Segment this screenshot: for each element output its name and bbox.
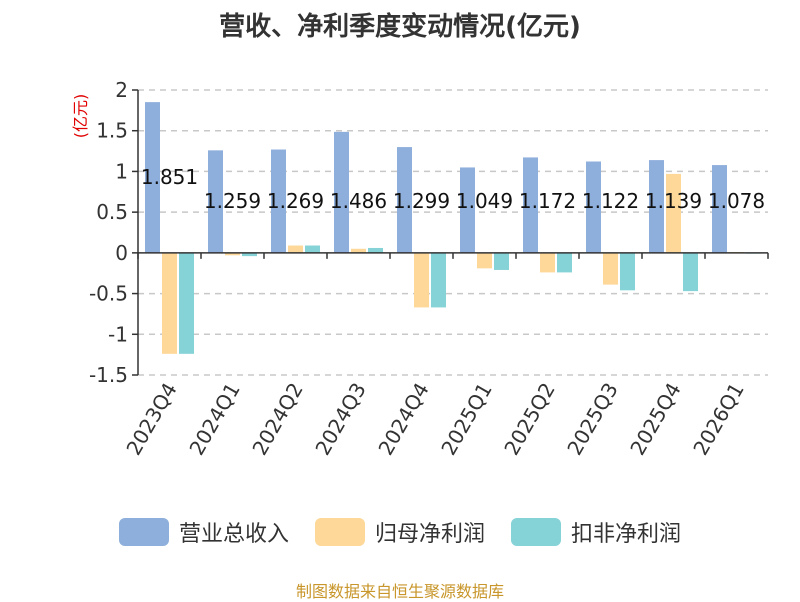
x-tick-label: 2025Q3 bbox=[562, 379, 622, 460]
bar-revenue bbox=[649, 160, 664, 253]
y-tick-label: -0.5 bbox=[89, 282, 128, 306]
bar-net-profit bbox=[414, 252, 429, 308]
bar-revenue bbox=[712, 165, 727, 253]
data-label: 1.078 bbox=[708, 189, 765, 213]
bar-revenue bbox=[523, 157, 538, 253]
bar-deducted-profit bbox=[494, 252, 509, 270]
bar-deducted-profit bbox=[305, 245, 320, 253]
legend-swatch-net-profit bbox=[314, 518, 365, 546]
x-tick-label: 2024Q2 bbox=[247, 379, 307, 460]
bar-net-profit bbox=[666, 173, 681, 253]
bar-deducted-profit bbox=[620, 252, 635, 291]
bar-deducted-profit bbox=[431, 252, 446, 308]
bar-deducted-profit bbox=[368, 247, 383, 253]
source-footer: 制图数据来自恒生聚源数据库 bbox=[295, 582, 504, 601]
bar-revenue bbox=[586, 161, 601, 253]
legend-swatch-revenue bbox=[118, 518, 169, 546]
y-tick-label: -1.5 bbox=[89, 363, 128, 387]
legend-label-revenue: 营业总收入 bbox=[178, 522, 289, 547]
data-label: 1.486 bbox=[330, 189, 387, 213]
data-label: 1.049 bbox=[456, 189, 513, 213]
legend-item-deducted-profit[interactable]: 扣非净利润 bbox=[511, 516, 681, 548]
bar-deducted-profit bbox=[179, 252, 194, 354]
chart-title: 营收、净利季度变动情况(亿元) bbox=[219, 12, 581, 42]
bar-revenue bbox=[271, 149, 286, 253]
bar-revenue bbox=[145, 102, 160, 253]
y-tick-label: -1 bbox=[108, 322, 128, 346]
bar-deducted-profit bbox=[242, 252, 257, 257]
x-tick-label: 2024Q4 bbox=[373, 379, 433, 460]
bar-net-profit bbox=[351, 248, 366, 253]
bar-net-profit bbox=[162, 252, 177, 354]
bar-net-profit bbox=[540, 252, 555, 273]
bar-net-profit bbox=[603, 252, 618, 285]
legend-item-revenue[interactable]: 营业总收入 bbox=[118, 516, 289, 548]
bar-net-profit bbox=[288, 245, 303, 253]
x-tick-label: 2026Q1 bbox=[688, 379, 748, 460]
legend-label-deducted-profit: 扣非净利润 bbox=[571, 522, 682, 547]
y-tick-label: 1.5 bbox=[96, 119, 128, 143]
bar-revenue bbox=[208, 150, 223, 253]
y-tick-label: 0.5 bbox=[96, 200, 128, 224]
bar-revenue bbox=[460, 167, 475, 253]
legend-label-net-profit: 归母净利润 bbox=[374, 522, 485, 547]
x-tick-label: 2025Q2 bbox=[499, 379, 559, 460]
bar-net-profit bbox=[477, 252, 492, 269]
y-tick-label: 1 bbox=[115, 159, 128, 183]
bar-revenue bbox=[334, 131, 349, 253]
bar-deducted-profit bbox=[557, 252, 572, 273]
legend-item-net-profit[interactable]: 归母净利润 bbox=[314, 516, 485, 548]
legend-swatch-deducted-profit bbox=[511, 518, 561, 546]
x-tick-label: 2024Q3 bbox=[310, 379, 370, 460]
data-label: 1.172 bbox=[519, 189, 576, 213]
y-axis-label: (亿元) bbox=[71, 94, 90, 139]
y-tick-label: 2 bbox=[115, 78, 128, 102]
data-label: 1.851 bbox=[141, 165, 198, 189]
bar-revenue bbox=[397, 147, 412, 253]
legend: 营业总收入 归母净利润 扣非净利润 bbox=[0, 516, 800, 548]
data-label: 1.299 bbox=[393, 189, 450, 213]
x-tick-label: 2025Q1 bbox=[436, 379, 496, 460]
data-label: 1.269 bbox=[267, 189, 324, 213]
x-tick-label: 2023Q4 bbox=[121, 379, 181, 460]
bar-deducted-profit bbox=[683, 252, 698, 292]
x-tick-label: 2024Q1 bbox=[184, 379, 244, 460]
x-tick-label: 2025Q4 bbox=[625, 379, 685, 460]
data-label: 1.139 bbox=[645, 189, 702, 213]
y-tick-label: 0 bbox=[115, 241, 128, 265]
data-label: 1.259 bbox=[204, 189, 261, 213]
data-label: 1.122 bbox=[582, 189, 639, 213]
bar-net-profit bbox=[225, 252, 240, 256]
